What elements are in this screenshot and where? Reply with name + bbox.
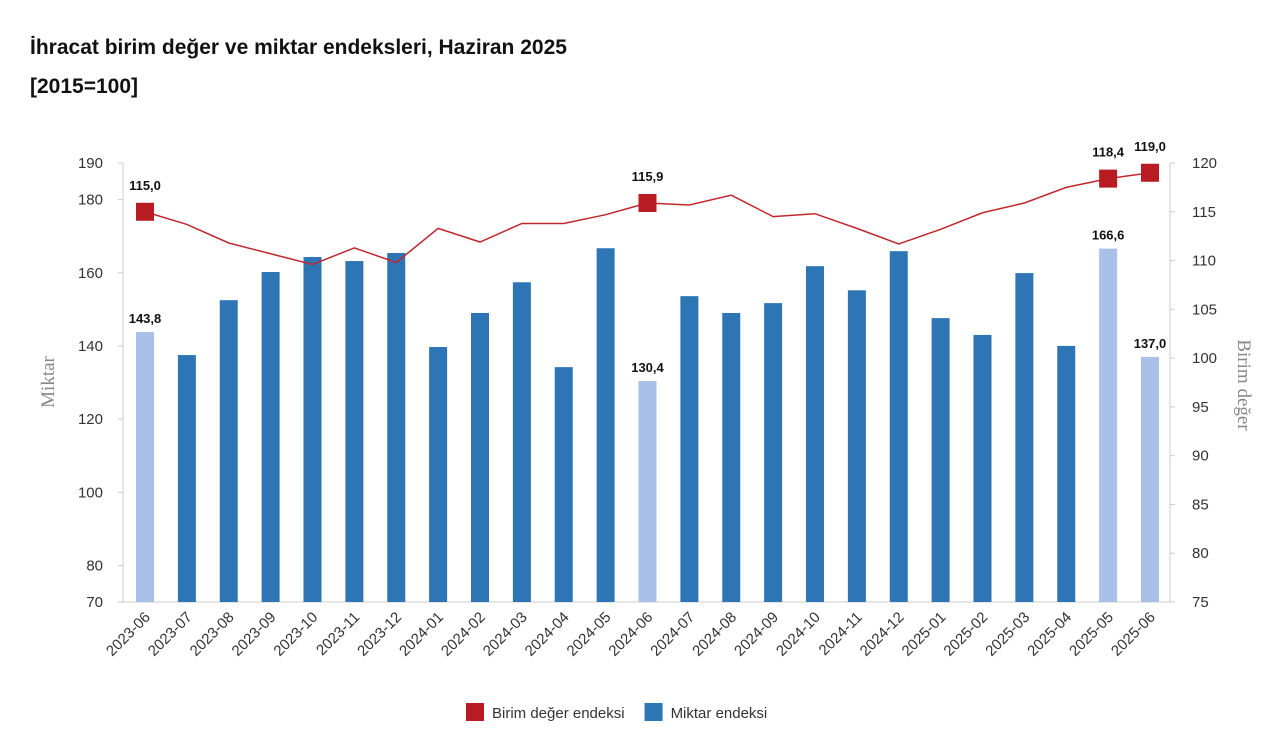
line-value-label: 118,4 xyxy=(1092,145,1125,160)
y-tick-label: 180 xyxy=(78,192,103,209)
bar xyxy=(596,248,615,602)
bar xyxy=(303,257,322,602)
chart-subtitle: [2015=100] xyxy=(30,75,138,98)
x-tick-label: 2024-04 xyxy=(522,609,573,660)
line-value-label: 115,0 xyxy=(129,178,161,193)
bar xyxy=(1141,356,1159,602)
y2-axis-title: Birim değer xyxy=(1233,339,1254,431)
x-tick-label: 2024-02 xyxy=(438,609,489,660)
legend-label: Miktar endeksi xyxy=(671,705,768,722)
y2-tick-label: 85 xyxy=(1192,496,1209,513)
y-tick-label: 100 xyxy=(78,484,103,501)
bar xyxy=(889,251,908,602)
x-tick-label: 2024-09 xyxy=(731,609,782,660)
y-tick-label: 80 xyxy=(86,557,103,574)
line xyxy=(144,172,1151,266)
line-marker xyxy=(136,202,154,221)
legend-swatch xyxy=(466,703,484,721)
bar xyxy=(1015,273,1034,602)
bar xyxy=(136,332,154,602)
x-tick-label: 2025-04 xyxy=(1024,609,1075,660)
x-tick-label: 2023-10 xyxy=(270,609,321,660)
bar xyxy=(387,252,406,602)
x-tick-label: 2023-06 xyxy=(103,609,154,660)
x-tick-label: 2025-02 xyxy=(940,609,991,660)
x-tick-label: 2023-12 xyxy=(354,609,405,660)
legend-label: Birim değer endeksi xyxy=(492,705,625,722)
x-tick-label: 2023-11 xyxy=(313,609,363,659)
y2-tick-label: 105 xyxy=(1192,301,1217,318)
x-tick-label: 2024-05 xyxy=(563,609,614,660)
x-tick-label: 2024-10 xyxy=(773,609,824,660)
y2-tick-label: 95 xyxy=(1192,399,1209,416)
y2-tick-label: 115 xyxy=(1192,204,1216,221)
bar xyxy=(806,266,824,602)
bar xyxy=(973,334,992,602)
line-marker xyxy=(638,193,657,212)
bar xyxy=(764,303,783,602)
bar xyxy=(847,290,866,602)
y-tick-label: 160 xyxy=(78,265,103,282)
bar-value-label: 137,0 xyxy=(1134,336,1167,351)
bar xyxy=(554,367,573,602)
y-tick-label: 140 xyxy=(78,338,103,355)
x-tick-label: 2025-03 xyxy=(982,609,1033,660)
x-tick-label: 2024-11 xyxy=(816,609,866,659)
y-tick-label: 190 xyxy=(78,155,103,172)
x-tick-label: 2024-01 xyxy=(396,609,447,660)
x-tick-label: 2024-08 xyxy=(689,609,740,660)
bar xyxy=(638,381,657,602)
line-value-label: 115,9 xyxy=(632,169,664,184)
x-tick-label: 2025-05 xyxy=(1066,609,1117,660)
bar xyxy=(219,300,238,602)
y2-tick-label: 120 xyxy=(1192,155,1217,172)
y-tick-label: 70 xyxy=(86,594,103,611)
x-tick-label: 2024-03 xyxy=(480,609,531,660)
y2-tick-label: 75 xyxy=(1192,594,1209,611)
x-tick-label: 2025-06 xyxy=(1108,609,1159,660)
x-tick-label: 2025-01 xyxy=(898,609,949,660)
bar xyxy=(261,272,280,602)
x-tick-label: 2024-12 xyxy=(857,609,908,660)
line-marker xyxy=(1141,163,1159,182)
bar xyxy=(931,318,950,602)
x-tick-label: 2023-07 xyxy=(145,609,196,660)
bar xyxy=(1099,248,1118,603)
y2-tick-label: 80 xyxy=(1192,545,1209,562)
bar xyxy=(512,282,531,602)
bar xyxy=(471,312,489,602)
y2-tick-label: 100 xyxy=(1192,350,1217,367)
y2-tick-label: 110 xyxy=(1192,253,1216,270)
bar xyxy=(722,312,741,602)
bar xyxy=(177,355,196,602)
y-axis-title: Miktar xyxy=(38,355,59,407)
bar-value-label: 166,6 xyxy=(1092,228,1125,243)
y-tick-label: 120 xyxy=(78,411,103,428)
x-tick-label: 2023-09 xyxy=(228,609,279,660)
bar-value-label: 130,4 xyxy=(631,360,664,375)
chart-title: İhracat birim değer ve miktar endeksleri… xyxy=(30,36,567,59)
line-value-label: 119,0 xyxy=(1134,139,1166,154)
bar xyxy=(345,261,364,602)
bar xyxy=(429,347,448,602)
bar xyxy=(1057,345,1076,602)
y2-tick-label: 90 xyxy=(1192,448,1209,465)
bar-value-label: 143,8 xyxy=(129,311,162,326)
x-tick-label: 2024-07 xyxy=(647,609,698,660)
x-tick-label: 2024-06 xyxy=(605,609,656,660)
legend-swatch xyxy=(644,703,663,721)
bar xyxy=(680,296,699,602)
line-marker xyxy=(1099,169,1118,188)
x-tick-label: 2023-08 xyxy=(187,609,238,660)
